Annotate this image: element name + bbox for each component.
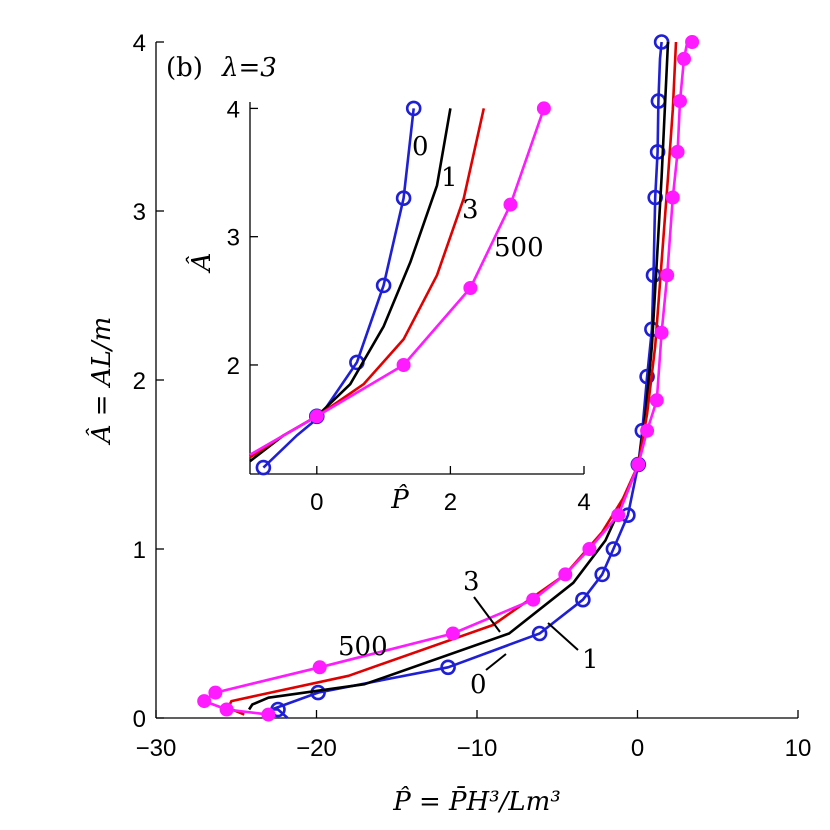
main-marker-0 (639, 368, 655, 385)
inset-y-tick-label: 4 (227, 96, 240, 123)
inset-x-axis-label: P̂ (390, 484, 409, 515)
main-marker-0 (440, 659, 456, 676)
inset-marker-0 (395, 190, 412, 206)
inset-x-tick-label: 2 (444, 489, 457, 516)
main-marker-0 (605, 541, 622, 557)
inset-marker-0 (375, 277, 392, 294)
main-y-tick-label: 1 (133, 537, 146, 564)
main-marker-500 (685, 35, 700, 49)
main-marker-0 (594, 566, 611, 583)
main-marker-500 (445, 626, 460, 641)
main-x-tick-label: −10 (457, 735, 498, 762)
main-marker-500 (219, 702, 234, 717)
main-series-label-1: 1 (582, 645, 599, 675)
inset-y-tick-label: 2 (227, 353, 240, 380)
main-marker-500 (582, 542, 597, 556)
inset-series (249, 100, 551, 476)
main-x-tick-label: 0 (631, 735, 644, 762)
main-series-label-500: 500 (338, 632, 388, 662)
main-marker-500 (558, 567, 573, 582)
main-y-axis-label: Â = AL/m (85, 317, 117, 446)
main-marker-0 (649, 144, 666, 160)
leader-line-0 (485, 653, 507, 671)
inset-series-label-500: 500 (494, 233, 544, 263)
inset-x-tick-label: 4 (577, 489, 590, 516)
inset-y-tick-label: 3 (227, 225, 240, 252)
main-series-line-3 (226, 41, 678, 716)
leader-line-3 (473, 596, 501, 633)
main-marker-500 (670, 144, 685, 159)
main-marker-500 (197, 694, 212, 709)
inset-marker-500 (536, 101, 551, 116)
inset-marker-0 (405, 100, 422, 117)
inset-marker-500 (503, 197, 518, 212)
leader-line-1 (547, 622, 579, 651)
panel-label: (b) (166, 53, 203, 83)
main-marker-0 (653, 34, 670, 50)
main-marker-500 (649, 393, 664, 408)
inset-marker-500 (309, 409, 324, 424)
main-marker-500 (631, 457, 646, 472)
main-y-tick-label: 2 (133, 368, 146, 395)
main-series-label-0: 0 (470, 670, 487, 700)
inset-series-label-0: 0 (412, 132, 429, 162)
inset-series-line-0 (262, 108, 415, 469)
main-marker-500 (526, 592, 541, 607)
main-x-tick-label: −20 (296, 735, 337, 762)
main-x-axis-label: P̂ = P̄H³/Lm³ (392, 785, 561, 817)
inset-plot: 0 2 4 2 3 4 P̂ Â 0 1 3 500 (185, 96, 591, 516)
main-y-tick-label: 0 (133, 706, 146, 733)
main-marker-500 (208, 685, 223, 700)
main-y-tick-label: 3 (133, 199, 146, 226)
inset-marker-500 (396, 358, 411, 372)
main-marker-500 (261, 707, 276, 722)
main-x-tick-label: −30 (136, 735, 177, 762)
inset-series-line-500 (249, 107, 546, 456)
inset-x-tick-label: 0 (310, 489, 323, 516)
main-x-tick-label: 10 (785, 735, 812, 762)
main-marker-500 (673, 94, 687, 109)
inset-marker-500 (463, 281, 478, 295)
main-marker-500 (677, 51, 691, 66)
main-marker-500 (640, 423, 655, 438)
main-marker-500 (611, 508, 626, 523)
main-marker-0 (531, 625, 548, 642)
main-series (197, 34, 700, 722)
main-marker-500 (665, 190, 680, 205)
inset-marker-0 (255, 459, 272, 476)
main-series-label-3: 3 (463, 567, 480, 597)
main-marker-500 (654, 325, 669, 340)
inset-ticks: 0 2 4 2 3 4 (227, 96, 591, 516)
lambda-label: λ=3 (221, 53, 277, 83)
main-y-tick-label: 4 (133, 30, 146, 57)
main-marker-0 (575, 591, 591, 608)
inset-y-axis-label: Â (185, 253, 217, 274)
inset-series-label-1: 1 (441, 163, 458, 193)
inset-background (250, 102, 584, 474)
main-marker-500 (312, 660, 327, 675)
inset-series-label-3: 3 (462, 195, 479, 225)
main-marker-500 (660, 268, 675, 283)
